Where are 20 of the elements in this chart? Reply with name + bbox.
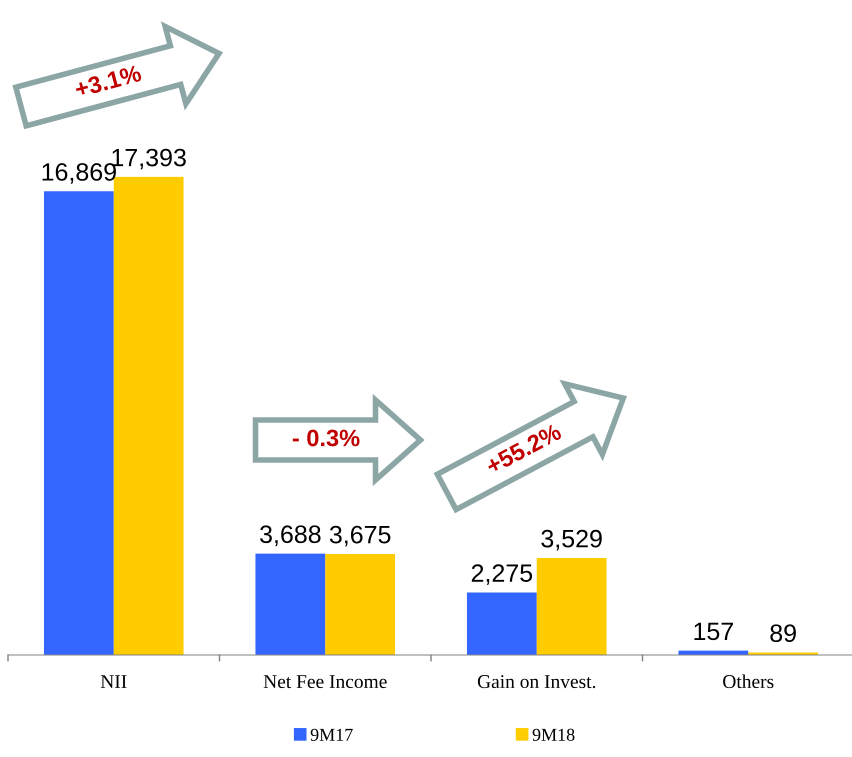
data-label: 3,688	[260, 525, 321, 546]
bar	[44, 191, 114, 655]
data-label: 3,529	[541, 530, 602, 550]
bar	[466, 592, 537, 655]
x-tick-label: NII	[100, 675, 127, 688]
bar	[536, 558, 607, 655]
text: +3.1%	[74, 64, 142, 98]
data-label: 89	[770, 624, 796, 642]
data-label: 2,275	[472, 564, 532, 585]
x-tick-label: Others	[723, 674, 774, 688]
annotation: - 0.3%	[292, 430, 360, 446]
bar	[325, 554, 396, 655]
x-tick-label: Net Fee Income	[264, 675, 387, 688]
legend-label: 9M18	[532, 728, 574, 741]
data-label: 3,675	[330, 526, 390, 546]
legend-label: 9M17	[310, 728, 353, 741]
data-label: 157	[694, 622, 733, 640]
bar	[255, 554, 326, 655]
bar	[678, 650, 748, 655]
x-tick-label: Gain on Invest.	[478, 675, 596, 688]
